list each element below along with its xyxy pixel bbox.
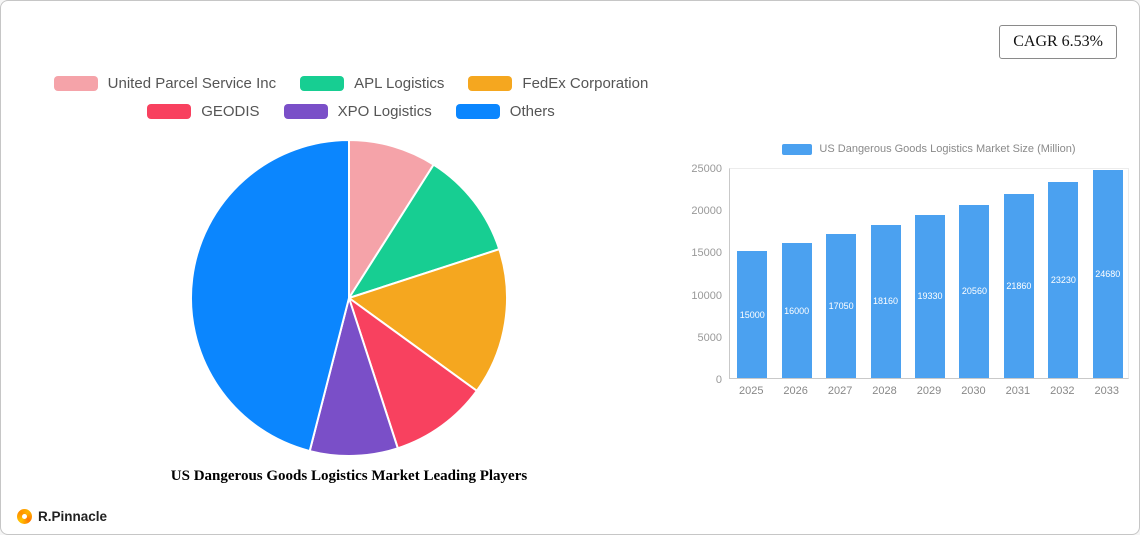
y-axis-tick-label: 20000 (691, 205, 722, 218)
bar-x-axis: 2025 2026 2027 2028 2029 2030 2031 2032 2033 (729, 385, 1129, 403)
y-axis-tick-label: 0 (715, 374, 722, 386)
x-axis-tick-label: 2032 (1050, 385, 1075, 397)
pie-chart-title: US Dangerous Goods Logistics Market Lead… (170, 468, 528, 484)
bar-value-label: 24680 (1095, 268, 1121, 279)
pie-chart (184, 133, 514, 463)
bar-2031[interactable]: 21860 (1003, 193, 1034, 378)
legend-item-label: GEODIS (201, 103, 260, 120)
bar-legend-label: US Dangerous Goods Logistics Market Size… (819, 143, 1076, 155)
y-axis-tick-label: 25000 (691, 163, 722, 175)
legend-color-swatch (300, 76, 345, 91)
logo-icon (17, 509, 32, 524)
bar-value-label: 20560 (961, 286, 987, 297)
legend-item-label: Others (509, 103, 555, 120)
pie-slice-geodis[interactable] (347, 295, 479, 450)
y-axis-tick-label: 15000 (691, 247, 722, 260)
bar-value-label: 17050 (828, 301, 854, 312)
bar-2027[interactable]: 17050 (826, 234, 857, 378)
bar-chart-panel: US Dangerous Goods Logistics Market Size… (691, 143, 1139, 433)
bar-2032[interactable]: 23230 (1048, 181, 1079, 378)
x-axis-tick-label: 2030 (961, 385, 986, 397)
x-axis-tick-label: 2029 (916, 385, 942, 397)
y-axis-tick-label: 5000 (697, 331, 722, 344)
legend-item-label: XPO Logistics (337, 103, 432, 120)
legend-color-swatch (283, 104, 328, 119)
legend-item-label: United Parcel Service Inc (107, 75, 277, 92)
pie-slice-others[interactable] (189, 138, 350, 453)
legend-item-others[interactable]: Others (455, 103, 555, 120)
bar-2030[interactable]: 20560 (959, 204, 990, 378)
bar-2025[interactable]: 15000 (737, 251, 768, 378)
legend-item-xpo-logistics[interactable]: XPO Logistics (283, 103, 432, 120)
bar-chart-legend[interactable]: US Dangerous Goods Logistics Market Size… (729, 143, 1129, 155)
pie-legend: United Parcel Service Inc APL Logistics Fe… (21, 75, 681, 120)
bar-value-label: 15000 (739, 309, 765, 320)
bar-plot: 0 5000 10000 15000 20000 25000 15000 16000 17050… (691, 163, 1129, 386)
x-axis-tick-label: 2025 (738, 385, 764, 397)
pie-slice-apl-logistics[interactable] (346, 163, 501, 300)
pie-slice-xpo-logistics[interactable] (308, 294, 400, 458)
bar-value-label: 18160 (873, 296, 899, 307)
x-axis-tick-label: 2027 (827, 385, 853, 397)
legend-item-united-parcel-service-inc[interactable]: United Parcel Service Inc (53, 75, 277, 92)
legend-color-swatch (468, 76, 513, 91)
bar-value-label: 23230 (1050, 274, 1076, 285)
legend-color-swatch (53, 76, 98, 91)
legend-item-label: APL Logistics (354, 75, 445, 92)
legend-item-geodis[interactable]: GEODIS (147, 103, 260, 120)
brand-logo: R.Pinnacle (17, 509, 107, 524)
bar-2029[interactable]: 19330 (915, 214, 945, 378)
x-axis-tick-label: 2031 (1005, 385, 1031, 397)
bar-2026[interactable]: 16000 (781, 243, 812, 378)
y-axis-tick-label: 10000 (691, 289, 722, 302)
legend-color-swatch (455, 104, 500, 119)
bar-value-label: 16000 (784, 305, 810, 316)
pie-slice-fedex-corporation[interactable] (346, 247, 508, 393)
bar-value-label: 19330 (917, 291, 943, 302)
legend-row: GEODIS XPO Logistics Others (21, 103, 681, 120)
legend-color-swatch (147, 104, 192, 119)
pie-chart-svg (189, 138, 508, 458)
x-axis-tick-label: 2026 (783, 385, 808, 397)
legend-item-label: FedEx Corporation (522, 75, 649, 92)
brand-name: R.Pinnacle (38, 509, 108, 524)
bar-value-label: 21860 (1006, 280, 1032, 291)
bar-2033[interactable]: 24680 (1092, 169, 1123, 378)
cagr-badge: CAGR 6.53% (999, 25, 1117, 59)
legend-row: United Parcel Service Inc APL Logistics Fe… (21, 75, 681, 92)
x-axis-tick-label: 2028 (872, 385, 897, 397)
legend-item-fedex-corporation[interactable]: FedEx Corporation (468, 75, 648, 92)
legend-item-apl-logistics[interactable]: APL Logistics (300, 75, 444, 92)
bar-legend-color-swatch (782, 143, 813, 155)
bar-2028[interactable]: 18160 (870, 224, 901, 378)
x-axis-tick-label: 2033 (1094, 385, 1119, 397)
pie-slice-united-parcel-service-inc[interactable] (348, 138, 436, 302)
